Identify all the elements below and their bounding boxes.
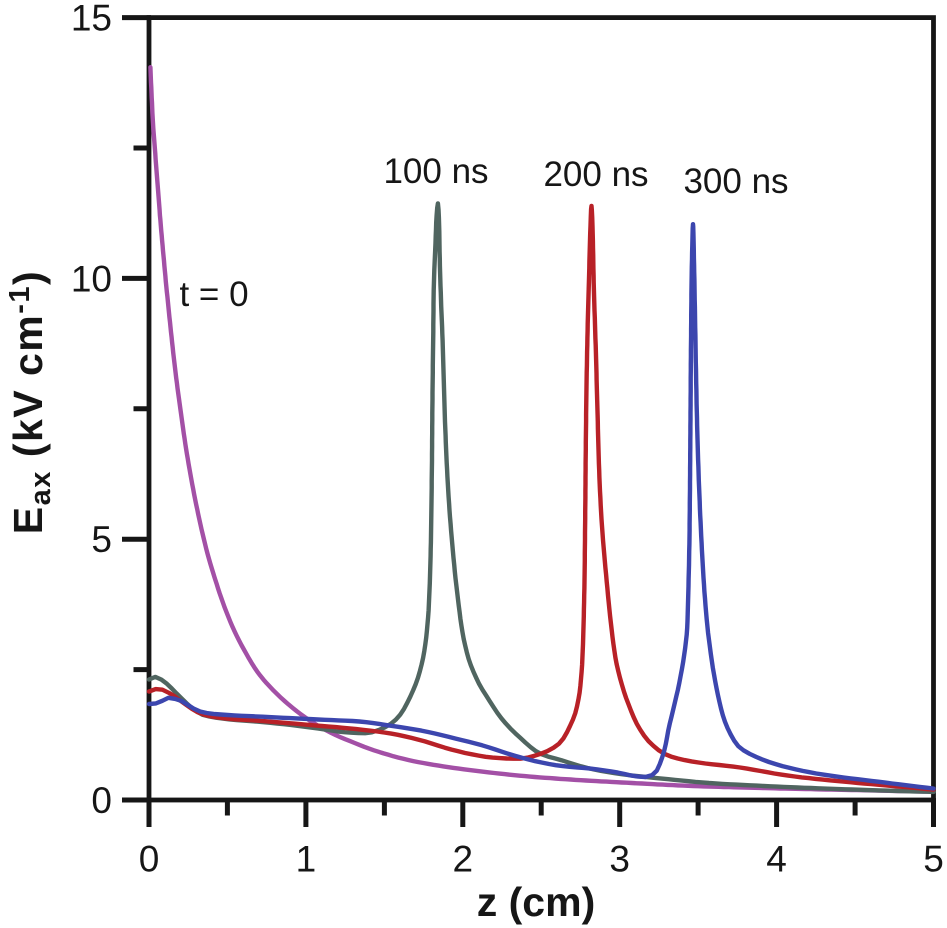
svg-text:z (cm): z (cm) xyxy=(477,879,595,925)
svg-text:300 ns: 300 ns xyxy=(683,162,788,201)
svg-text:10: 10 xyxy=(71,258,112,299)
svg-text:200 ns: 200 ns xyxy=(543,155,648,194)
svg-text:5: 5 xyxy=(91,519,112,560)
svg-text:0: 0 xyxy=(139,839,160,880)
svg-text:0: 0 xyxy=(91,780,112,821)
svg-text:5: 5 xyxy=(923,839,944,880)
svg-text:4: 4 xyxy=(766,839,787,880)
svg-text:2: 2 xyxy=(453,839,474,880)
svg-text:100 ns: 100 ns xyxy=(383,152,488,191)
svg-text:15: 15 xyxy=(71,0,112,39)
svg-text:t = 0: t = 0 xyxy=(179,275,248,314)
svg-text:1: 1 xyxy=(296,839,317,880)
svg-text:3: 3 xyxy=(609,839,630,880)
